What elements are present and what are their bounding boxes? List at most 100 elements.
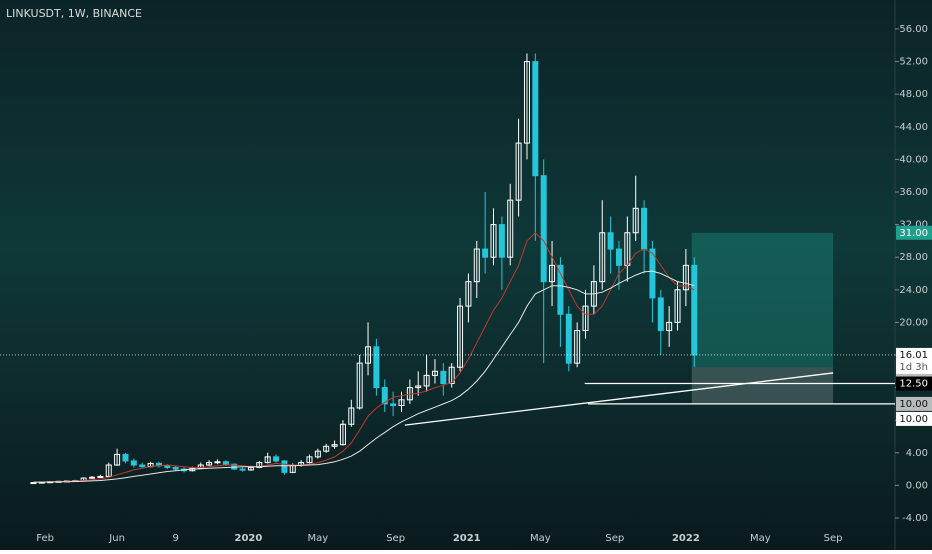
candle-body bbox=[339, 423, 346, 446]
candle-body bbox=[657, 297, 664, 332]
candle-body bbox=[214, 461, 221, 464]
candle-body bbox=[415, 385, 422, 389]
candle-body bbox=[105, 464, 112, 477]
x-tick-label: Sep bbox=[605, 533, 624, 544]
candle-body bbox=[490, 224, 497, 258]
y-tick-label: 28.00 bbox=[899, 252, 928, 263]
candle-body bbox=[323, 445, 330, 452]
candle-body bbox=[632, 207, 639, 234]
candle-body bbox=[523, 61, 530, 144]
candle-body bbox=[222, 461, 229, 465]
y-tick-label: 40.00 bbox=[899, 154, 928, 165]
candle-body bbox=[89, 476, 96, 479]
candle-body bbox=[440, 370, 447, 385]
price-tag bbox=[896, 411, 932, 426]
candle-body bbox=[356, 362, 363, 409]
candle-body bbox=[515, 142, 522, 201]
y-tick-label: 4.00 bbox=[906, 448, 928, 459]
price-tag bbox=[896, 376, 932, 391]
candle-body bbox=[457, 305, 464, 368]
candle-body bbox=[607, 232, 614, 250]
candle-body bbox=[30, 482, 37, 485]
candle-body bbox=[507, 199, 514, 258]
stop-zone bbox=[691, 367, 834, 404]
candle-body bbox=[398, 399, 405, 407]
x-tick-label: May bbox=[308, 533, 329, 544]
price-tag bbox=[896, 225, 932, 240]
candle-body bbox=[97, 475, 104, 478]
candle-body bbox=[565, 313, 572, 364]
candle-body bbox=[540, 175, 547, 283]
price-tag-label: 31.00 bbox=[899, 228, 928, 239]
candle-body bbox=[574, 330, 581, 364]
chart-title: LINKUSDT, 1W, BINANCE bbox=[6, 7, 142, 20]
x-tick-label: Sep bbox=[386, 533, 405, 544]
candle-body bbox=[348, 407, 355, 425]
x-tick-label: 2021 bbox=[453, 533, 481, 544]
candle-body bbox=[549, 264, 556, 283]
candle-body bbox=[381, 387, 388, 405]
moving-average bbox=[33, 270, 695, 483]
candle-body bbox=[674, 289, 681, 323]
x-tick-label: Feb bbox=[36, 533, 54, 544]
y-tick-label: 20.00 bbox=[899, 317, 928, 328]
candle-body bbox=[373, 346, 380, 389]
candle-body bbox=[172, 466, 179, 470]
y-tick-label: 24.00 bbox=[899, 285, 928, 296]
candle-body bbox=[682, 264, 689, 291]
price-tag-label: 12.50 bbox=[899, 379, 928, 390]
candle-body bbox=[164, 465, 171, 468]
x-tick-label: Sep bbox=[824, 533, 843, 544]
price-tag bbox=[896, 396, 932, 411]
candle-body bbox=[256, 462, 263, 468]
candle-body bbox=[239, 468, 246, 471]
last-price-label: 16.01 bbox=[899, 350, 928, 361]
x-tick-label: 2020 bbox=[235, 533, 263, 544]
candle-body bbox=[599, 232, 606, 283]
price-tag-label: 10.00 bbox=[899, 414, 928, 425]
x-tick-label: Jun bbox=[108, 533, 125, 544]
y-tick-label: 44.00 bbox=[899, 122, 928, 133]
candle-body bbox=[130, 460, 137, 466]
candle-body bbox=[431, 370, 438, 376]
candle-body bbox=[465, 281, 472, 307]
candle-body bbox=[390, 403, 397, 407]
price-tag-label: 10.00 bbox=[899, 399, 928, 410]
countdown-label: 1d 3h bbox=[899, 362, 928, 373]
candle-body bbox=[122, 453, 129, 462]
candle-body bbox=[582, 305, 589, 332]
candle-body bbox=[615, 248, 622, 266]
candle-body bbox=[114, 453, 121, 466]
candle-body bbox=[666, 321, 673, 332]
candle-body bbox=[423, 374, 430, 387]
candle-body bbox=[247, 466, 254, 471]
candle-body bbox=[365, 346, 372, 364]
candle-body bbox=[281, 460, 288, 473]
candle-body bbox=[314, 450, 321, 458]
candle-body bbox=[641, 207, 648, 250]
x-tick-label: 9 bbox=[172, 533, 178, 544]
candle-body bbox=[473, 248, 480, 283]
candle-body bbox=[139, 464, 146, 468]
x-tick-label: 2022 bbox=[672, 533, 700, 544]
candle-body bbox=[306, 456, 313, 464]
candle-body bbox=[498, 224, 505, 258]
y-tick-label: 32.00 bbox=[899, 220, 928, 231]
candle-body bbox=[482, 248, 489, 258]
candle-body bbox=[206, 462, 213, 466]
y-tick-label: 52.00 bbox=[899, 57, 928, 68]
candle-body bbox=[557, 264, 564, 315]
candle-body bbox=[532, 61, 539, 177]
moving-average bbox=[33, 232, 695, 483]
candle-body bbox=[691, 264, 698, 356]
y-tick-label: -4.00 bbox=[902, 513, 928, 524]
candle-body bbox=[273, 456, 280, 462]
target-zone bbox=[691, 232, 834, 368]
candle-body bbox=[264, 456, 271, 464]
candle-body bbox=[649, 248, 656, 299]
candle-body bbox=[331, 444, 338, 447]
